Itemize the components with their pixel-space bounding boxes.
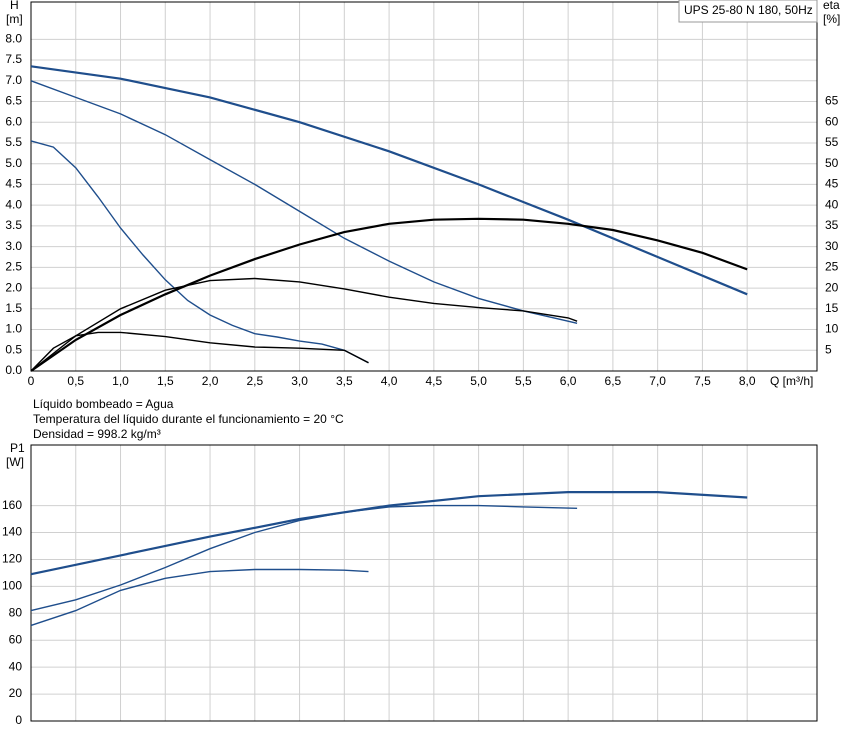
curve: [30, 277, 578, 372]
annotation: Densidad = 998.2 kg/m³: [33, 427, 161, 441]
x-tick-label: 1,5: [157, 374, 174, 388]
y-tick-label: 40: [9, 659, 23, 673]
y2-tick-label: 35: [825, 218, 839, 232]
y2-tick-label: 20: [825, 280, 839, 294]
x-tick-label: 5,0: [470, 374, 487, 388]
x-tick-label: 6,5: [605, 374, 622, 388]
y2-tick-label: 15: [825, 301, 839, 315]
curve: [30, 217, 748, 372]
y-tick-label: 160: [2, 498, 22, 512]
y2-axis-unit: [%]: [823, 12, 840, 26]
y-tick-label: 1.5: [5, 301, 22, 315]
y-tick-label: 1.0: [5, 322, 22, 336]
y-axis-label: P1: [10, 441, 25, 455]
y2-tick-label: 55: [825, 135, 839, 149]
x-tick-label: 6,0: [560, 374, 577, 388]
y-tick-label: 7.0: [5, 73, 22, 87]
y2-tick-label: 65: [825, 94, 839, 108]
y-tick-label: 2.5: [5, 260, 22, 274]
y-tick-label: 0.0: [5, 363, 22, 377]
y2-tick-label: 5: [825, 342, 832, 356]
curve: [30, 80, 578, 324]
x-tick-label: 5,5: [515, 374, 532, 388]
title-box: [678, 0, 818, 23]
x-tick-label: 1,0: [112, 374, 129, 388]
y-tick-label: 0: [15, 713, 22, 727]
y-axis-unit: [W]: [6, 455, 24, 469]
x-tick-label: 3,5: [336, 374, 353, 388]
y-tick-label: 4.5: [5, 177, 22, 191]
y-tick-label: 140: [2, 525, 22, 539]
y2-tick-label: 50: [825, 156, 839, 170]
x-tick-label: 8,0: [739, 374, 756, 388]
curve: [30, 504, 578, 612]
y-axis-label: H: [10, 0, 19, 12]
y-tick-label: 0.5: [5, 342, 22, 356]
plot-area: [31, 445, 817, 721]
curve: [30, 491, 748, 576]
annotation: Líquido bombeado = Agua: [33, 397, 174, 411]
y-tick-label: 6.0: [5, 114, 22, 128]
chart-title: UPS 25-80 N 180, 50Hz: [684, 3, 813, 17]
y-tick-label: 100: [2, 579, 22, 593]
y2-tick-label: 10: [825, 322, 839, 336]
x-tick-label: 2,5: [246, 374, 263, 388]
y-tick-label: 80: [9, 605, 23, 619]
x-tick-label: 4,0: [381, 374, 398, 388]
y2-tick-label: 30: [825, 239, 839, 253]
x-tick-label: 7,5: [694, 374, 711, 388]
y-tick-label: 60: [9, 632, 23, 646]
x-tick-label: 0: [28, 374, 35, 388]
x-tick-label: 2,0: [202, 374, 219, 388]
y-axis-unit: [m]: [6, 12, 23, 26]
y-tick-label: 6.5: [5, 94, 22, 108]
curve: [30, 140, 369, 364]
y2-tick-label: 45: [825, 177, 839, 191]
x-tick-label: 7,0: [649, 374, 666, 388]
plot-area: [31, 2, 817, 371]
y-tick-label: 8.0: [5, 31, 22, 45]
y-tick-label: 7.5: [5, 52, 22, 66]
annotation: Temperatura del líquido durante el funci…: [33, 412, 344, 426]
x-tick-label: 4,5: [426, 374, 443, 388]
curve: [30, 65, 748, 296]
x-axis-label: Q [m³/h]: [770, 374, 813, 388]
y-tick-label: 20: [9, 686, 23, 700]
y-tick-label: 5.0: [5, 156, 22, 170]
curve: [30, 568, 369, 627]
plot-border: [30, 1, 818, 372]
y-tick-label: 120: [2, 552, 22, 566]
y2-tick-label: 40: [825, 197, 839, 211]
y-tick-label: 2.0: [5, 280, 22, 294]
y-tick-label: 3.5: [5, 218, 22, 232]
y-tick-label: 5.5: [5, 135, 22, 149]
plot-border: [30, 444, 818, 722]
y2-tick-label: 25: [825, 260, 839, 274]
y2-tick-label: 60: [825, 114, 839, 128]
x-tick-label: 0,5: [67, 374, 84, 388]
y2-axis-label: eta: [823, 0, 840, 12]
curve: [30, 331, 369, 372]
y-tick-label: 4.0: [5, 197, 22, 211]
x-tick-label: 3,0: [291, 374, 308, 388]
y-tick-label: 3.0: [5, 239, 22, 253]
